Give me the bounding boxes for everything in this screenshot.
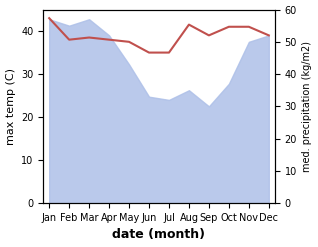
Y-axis label: med. precipitation (kg/m2): med. precipitation (kg/m2) — [302, 41, 313, 172]
Y-axis label: max temp (C): max temp (C) — [5, 68, 16, 145]
X-axis label: date (month): date (month) — [113, 228, 205, 242]
